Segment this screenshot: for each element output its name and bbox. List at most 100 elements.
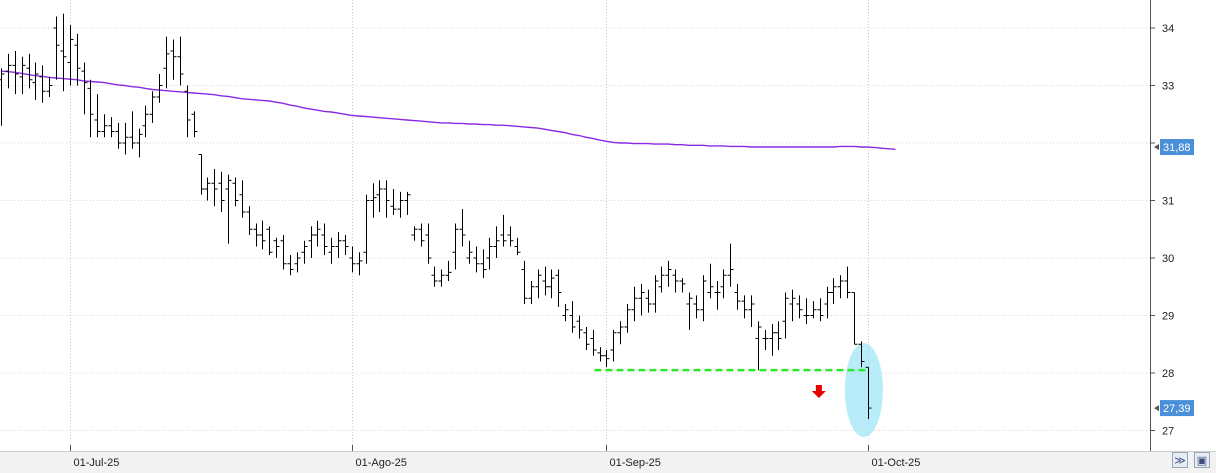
ohlc-bar <box>473 246 480 273</box>
ohlc-bar <box>308 226 315 258</box>
price-badge: 31,88 <box>1154 139 1194 156</box>
moving-average-line <box>0 70 896 150</box>
ohlc-bar <box>720 269 727 299</box>
y-tick-label: 28 <box>1162 368 1174 380</box>
grid-lines <box>0 27 1150 431</box>
ohlc-bar <box>576 315 583 339</box>
ohlc-bar <box>218 171 225 212</box>
ohlc-bar <box>273 237 280 258</box>
ohlc-bar <box>741 295 748 319</box>
ohlc-bar <box>824 286 831 319</box>
ohlc-bar <box>789 289 796 322</box>
ohlc-bar <box>734 283 741 310</box>
ohlc-bar <box>658 266 665 293</box>
ohlc-bar <box>431 266 438 287</box>
ohlc-bar <box>652 275 659 313</box>
ohlc-bar <box>507 226 514 247</box>
ohlc-bar <box>122 122 129 155</box>
ohlc-bar <box>452 223 459 270</box>
ohlc-bar <box>486 237 493 270</box>
ohlc-bar <box>445 260 452 281</box>
ohlc-bar <box>191 111 198 138</box>
ohlc-bar <box>19 56 26 95</box>
ohlc-bar <box>287 255 294 276</box>
ohlc-bar <box>32 62 39 100</box>
ohlc-bar <box>645 289 652 313</box>
ohlc-bar <box>142 105 149 138</box>
ohlc-bar <box>500 214 507 247</box>
ohlc-bar <box>769 324 776 356</box>
ohlc-bar <box>707 263 714 299</box>
ohlc-bar <box>638 283 645 316</box>
ohlc-bar <box>280 235 287 270</box>
y-tick-label: 30 <box>1162 253 1174 265</box>
ohlc-bar <box>149 91 156 123</box>
ohlc-bar <box>542 266 549 296</box>
ohlc-bar <box>376 180 383 212</box>
y-tick-label: 31 <box>1162 196 1174 208</box>
ohlc-bar <box>363 194 370 264</box>
ohlc-bar <box>514 237 521 256</box>
ohlc-bar <box>748 295 755 327</box>
ohlc-bar <box>603 350 610 368</box>
ohlc-bar <box>466 240 473 264</box>
ohlc-bar <box>851 292 858 345</box>
moving-average-path <box>0 70 896 150</box>
ohlc-bar <box>803 298 810 325</box>
ohlc-bar <box>830 278 837 304</box>
y-tick-label: 34 <box>1162 23 1174 35</box>
down-arrow-icon <box>811 385 826 398</box>
ohlc-bar <box>383 180 390 218</box>
ohlc-bar <box>672 269 679 293</box>
ohlc-bar <box>782 292 789 339</box>
x-axis-bar <box>0 451 1216 473</box>
ohlc-bar <box>624 304 631 333</box>
ohlc-bar <box>101 114 108 138</box>
ohlc-bar <box>115 122 122 149</box>
ohlc-bar <box>211 168 218 207</box>
ohlc-bar <box>411 226 418 241</box>
y-tick-label: 27 <box>1162 426 1174 438</box>
ohlc-bar <box>817 298 824 322</box>
ohlc-bar <box>837 275 844 299</box>
ohlc-bar <box>177 36 184 86</box>
ohlc-bar <box>796 295 803 319</box>
price-badges: 31,88 27,39 <box>1154 139 1194 417</box>
ohlc-bar <box>548 269 555 299</box>
ohlc-bar <box>356 252 363 276</box>
ohlc-bar <box>225 174 232 244</box>
ohlc-bar <box>74 33 81 86</box>
x-tick-label: 01-Oct-25 <box>872 457 921 469</box>
x-tick-label: 01-Ago-25 <box>356 457 407 469</box>
ohlc-bar <box>493 226 500 258</box>
ohlc-bar <box>610 329 617 362</box>
ohlc-bar <box>0 68 5 126</box>
highlight-ellipse <box>844 343 883 437</box>
ohlc-bar <box>727 243 734 287</box>
x-axis-ticks <box>70 0 869 451</box>
ohlc-bar <box>555 269 562 307</box>
y-tick-label: 33 <box>1162 81 1174 93</box>
ohlc-bar <box>425 223 432 264</box>
ohlc-bar <box>349 246 356 273</box>
ohlc-bar <box>5 53 12 89</box>
price-badge-label: 31,88 <box>1163 142 1191 154</box>
ohlc-bar <box>397 191 404 218</box>
price-badge-label: 27,39 <box>1163 403 1191 415</box>
ohlc-bar <box>569 301 576 333</box>
ohlc-bar <box>67 25 74 86</box>
ohlc-bar <box>294 252 301 273</box>
ohlc-bar <box>686 292 693 330</box>
double-chevron-icon[interactable]: ≫ <box>1172 452 1188 468</box>
ohlc-bar <box>12 51 19 95</box>
down-arrow-shape <box>811 385 826 398</box>
ohlc-bar <box>232 177 239 207</box>
ohlc-bar <box>246 206 253 235</box>
ohlc-bar <box>762 329 769 350</box>
highlight-ellipse-shape <box>844 343 883 437</box>
floppy-disk-icon[interactable]: ▣ <box>1194 452 1210 468</box>
ohlc-bar <box>184 85 191 138</box>
ohlc-bar <box>617 321 624 345</box>
ohlc-bar <box>53 16 60 80</box>
